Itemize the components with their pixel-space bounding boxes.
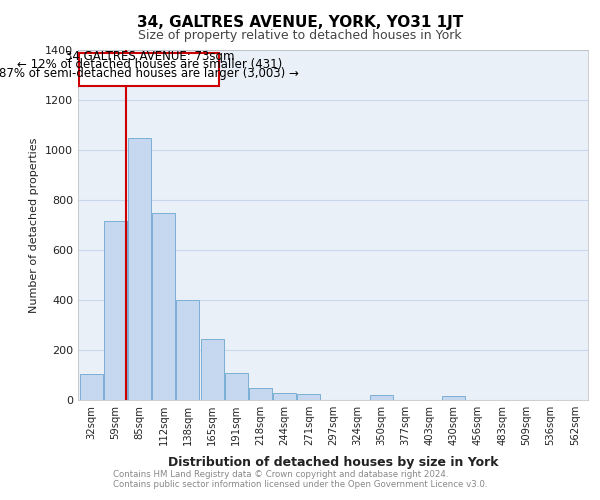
- Text: 87% of semi-detached houses are larger (3,003) →: 87% of semi-detached houses are larger (…: [0, 68, 299, 80]
- Bar: [104, 221, 127, 400]
- Text: Size of property relative to detached houses in York: Size of property relative to detached ho…: [138, 29, 462, 42]
- Bar: [298, 394, 320, 400]
- Bar: [442, 396, 466, 400]
- Bar: [200, 339, 224, 400]
- Bar: [128, 138, 151, 400]
- Text: Contains HM Land Registry data © Crown copyright and database right 2024.
Contai: Contains HM Land Registry data © Crown c…: [113, 470, 487, 489]
- Y-axis label: Number of detached properties: Number of detached properties: [29, 138, 40, 312]
- Text: ← 12% of detached houses are smaller (431): ← 12% of detached houses are smaller (43…: [17, 58, 282, 71]
- Text: 34 GALTRES AVENUE: 73sqm: 34 GALTRES AVENUE: 73sqm: [65, 50, 234, 63]
- Bar: [273, 392, 296, 400]
- Bar: [80, 374, 103, 400]
- Bar: [225, 372, 248, 400]
- Bar: [176, 300, 199, 400]
- FancyBboxPatch shape: [79, 52, 220, 86]
- Bar: [152, 212, 175, 400]
- Bar: [249, 388, 272, 400]
- Bar: [370, 395, 393, 400]
- X-axis label: Distribution of detached houses by size in York: Distribution of detached houses by size …: [168, 456, 498, 469]
- Text: 34, GALTRES AVENUE, YORK, YO31 1JT: 34, GALTRES AVENUE, YORK, YO31 1JT: [137, 15, 463, 30]
